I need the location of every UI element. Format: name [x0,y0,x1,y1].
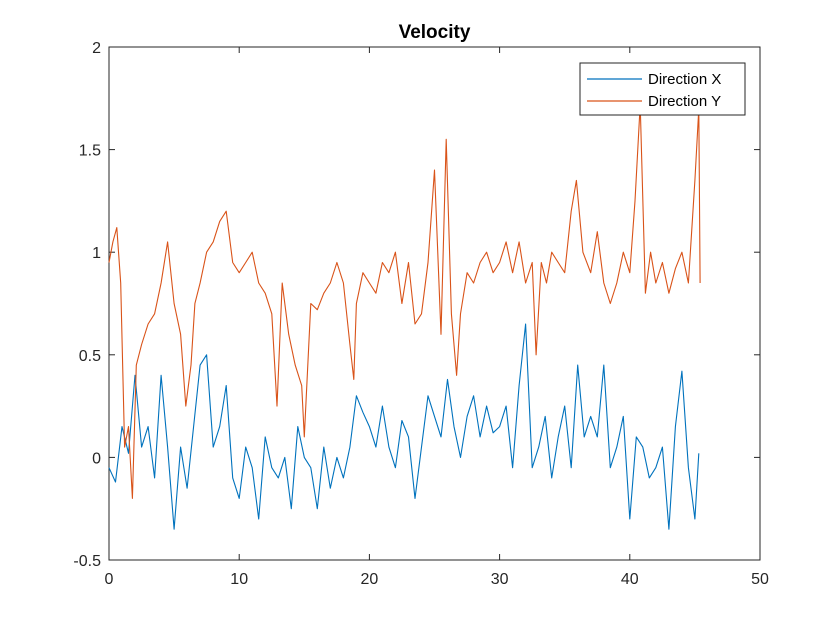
legend: Direction X Direction Y [579,62,746,116]
chart-title: Velocity [399,22,471,43]
y-tick-label: 1 [92,245,101,262]
y-tick-label: -0.5 [73,553,101,570]
y-tick-label: 1.5 [79,143,101,160]
x-tick-label: 20 [361,571,379,588]
series-layer [108,103,701,530]
legend-box [579,62,746,116]
y-tick-label: 0 [92,450,101,467]
x-tick-label: 0 [105,571,114,588]
y-axis: -0.5 0 0.5 1 1.5 2 [73,40,760,570]
series-line-direction-x [108,323,700,530]
plot-area [108,46,761,561]
x-tick-label: 50 [751,571,769,588]
y-tick-label: 0.5 [79,348,101,365]
x-tick-label: 10 [230,571,248,588]
y-tick-label: 2 [92,40,101,57]
x-tick-label: 40 [621,571,639,588]
x-axis: 0 10 20 30 40 50 [105,47,769,588]
series-line-direction-y [108,103,701,499]
legend-label: Direction Y [648,93,721,110]
x-tick-label: 30 [491,571,509,588]
legend-label: Direction X [648,71,721,88]
